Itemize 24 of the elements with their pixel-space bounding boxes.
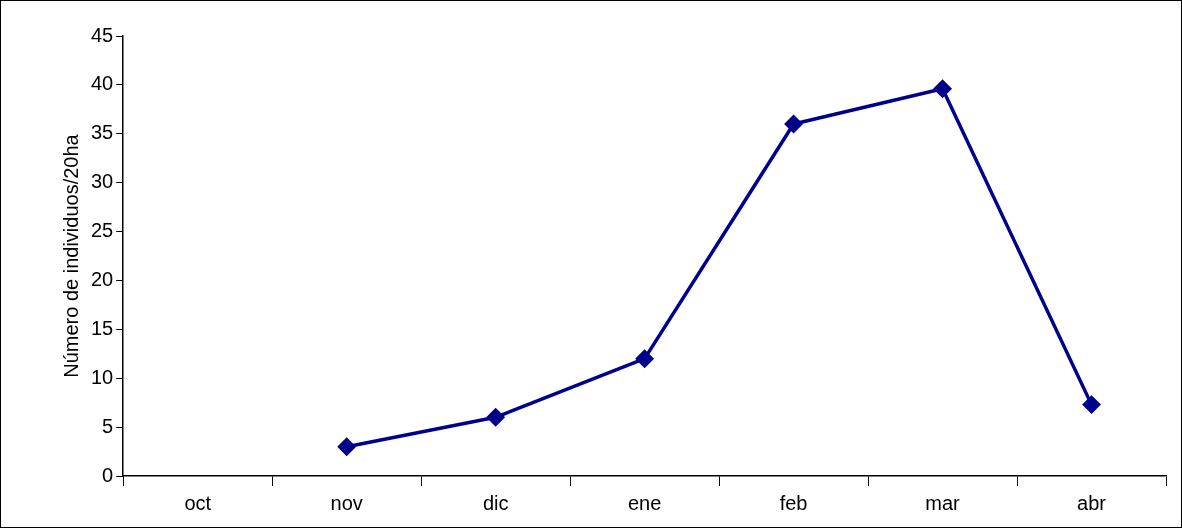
y-tick-label: 0 [102, 463, 114, 486]
x-tick-label: nov [330, 491, 363, 514]
y-tick-label: 25 [91, 219, 114, 242]
x-tick-label: abr [1077, 491, 1107, 514]
y-axis-title: Número de individuos/20ha [59, 133, 82, 378]
y-tick-label: 10 [91, 365, 114, 388]
x-tick-label: dic [482, 491, 509, 514]
y-tick-label: 5 [102, 414, 114, 437]
x-tick-label: feb [779, 491, 808, 514]
point [337, 437, 356, 456]
y-tick-label: 30 [91, 170, 114, 193]
x-tick-label: mar [925, 491, 961, 514]
point [635, 349, 654, 368]
point [1082, 395, 1101, 414]
y-tick-label: 40 [91, 72, 114, 95]
y-tick-label: 15 [91, 316, 114, 339]
point [486, 408, 505, 427]
point [933, 80, 952, 98]
y-tick-label: 20 [91, 267, 114, 290]
point [784, 115, 803, 133]
y-tick-label: 35 [91, 121, 114, 144]
x-tick-label: ene [627, 491, 662, 514]
x-tick-label: oct [184, 491, 212, 514]
y-tick-label: 45 [91, 23, 114, 46]
